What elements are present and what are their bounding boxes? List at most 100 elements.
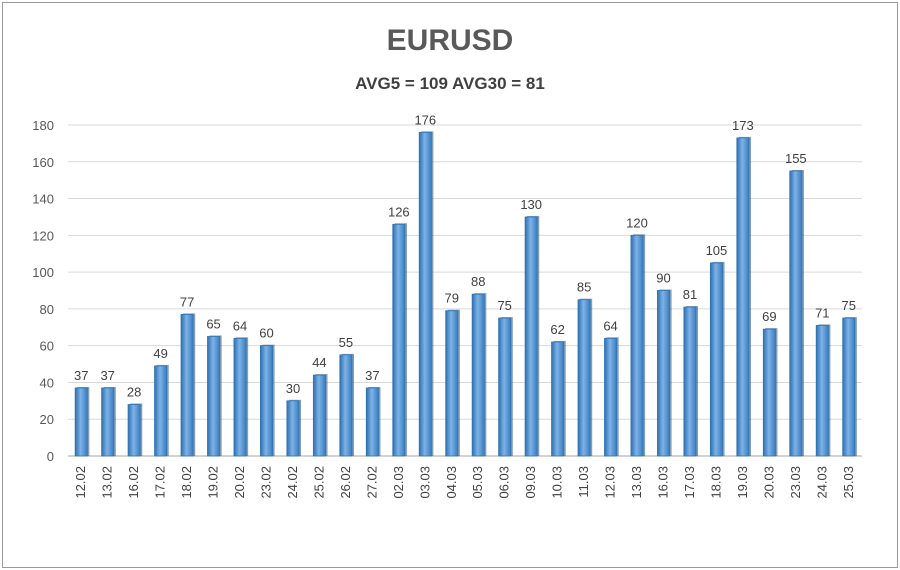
bar-06.03	[498, 317, 512, 457]
data-label: 71	[815, 305, 829, 320]
x-tick-label: 18.02	[179, 466, 194, 499]
bar-12.03	[604, 337, 618, 457]
data-label: 88	[471, 274, 485, 289]
x-tick-label: 19.02	[206, 466, 221, 499]
y-tick-label: 120	[32, 228, 54, 243]
y-tick-label: 0	[47, 449, 54, 464]
y-tick-label: 60	[40, 339, 54, 354]
x-tick-label: 26.02	[338, 466, 353, 499]
y-tick-label: 100	[32, 265, 54, 280]
data-label: 49	[153, 346, 167, 361]
bar-02.03	[392, 223, 406, 457]
data-label: 77	[180, 294, 194, 309]
bar-23.03	[789, 170, 803, 457]
y-tick-label: 160	[32, 155, 54, 170]
data-label: 30	[286, 381, 300, 396]
x-tick-label: 25.03	[841, 466, 856, 499]
data-label: 62	[550, 322, 564, 337]
x-tick-label: 24.02	[285, 466, 300, 499]
chart-title: EURUSD	[386, 24, 514, 57]
x-tick-label: 10.03	[550, 466, 565, 499]
x-tick-label: 16.03	[656, 466, 671, 499]
x-tick-label: 11.03	[576, 466, 591, 498]
data-label: 75	[842, 298, 856, 313]
data-label: 79	[445, 291, 459, 306]
x-tick-label: 17.02	[153, 466, 168, 499]
data-label: 90	[656, 271, 670, 286]
data-label: 37	[100, 368, 114, 383]
x-tick-label: 18.03	[708, 466, 723, 499]
bar-18.03	[709, 262, 723, 457]
bar-20.02	[233, 337, 247, 457]
bar-20.03	[762, 328, 776, 457]
x-tick-label: 13.02	[100, 466, 115, 499]
data-label: 65	[206, 316, 220, 331]
data-label: 37	[74, 368, 88, 383]
data-label: 126	[388, 204, 410, 219]
bar-16.03	[657, 290, 670, 457]
y-axis-tick-labels: 0 20 40 60 80 100 120 140 160 180	[32, 118, 54, 464]
bar-12.02	[74, 387, 88, 457]
data-label: 37	[365, 368, 379, 383]
x-tick-label: 13.03	[629, 466, 644, 499]
data-label: 176	[414, 112, 436, 127]
y-tick-label: 20	[40, 412, 54, 427]
x-tick-label: 03.03	[417, 466, 432, 499]
data-label: 155	[785, 151, 807, 166]
bar-24.02	[286, 400, 300, 457]
bar-17.03	[683, 306, 697, 457]
bar-13.02	[101, 387, 115, 457]
chart-subtitle: AVG5 = 109 AVG30 = 81	[355, 74, 545, 93]
bars	[74, 131, 857, 457]
bar-03.03	[418, 131, 432, 457]
y-tick-label: 140	[32, 192, 54, 207]
x-tick-label: 25.02	[311, 466, 326, 499]
bar-09.03	[524, 216, 538, 457]
bar-25.03	[842, 317, 856, 457]
bar-04.03	[445, 310, 459, 457]
data-label: 81	[683, 287, 697, 302]
x-tick-label: 09.03	[523, 466, 538, 499]
data-labels: 37 37 28 49 77 65 64 60 30 44 55 37 126 176 79 88 75 130 6…	[74, 112, 856, 399]
bar-13.03	[630, 234, 644, 457]
x-tick-label: 20.03	[761, 466, 776, 499]
x-tick-label: 12.02	[73, 466, 88, 499]
data-label: 130	[520, 197, 542, 212]
x-tick-label: 16.02	[126, 466, 141, 499]
x-tick-label: 12.03	[603, 466, 618, 499]
gridlines	[68, 124, 862, 457]
x-tick-label: 23.03	[788, 466, 803, 499]
x-tick-label: 02.03	[391, 466, 406, 499]
bar-05.03	[471, 293, 485, 457]
x-tick-label: 20.02	[232, 466, 247, 499]
bar-19.03	[736, 137, 750, 457]
bar-24.03	[815, 325, 829, 457]
x-tick-label: 19.03	[735, 466, 750, 499]
x-tick-label: 27.02	[364, 466, 379, 499]
y-tick-label: 80	[40, 302, 54, 317]
bar-11.03	[577, 299, 591, 457]
y-tick-label: 180	[32, 118, 54, 133]
data-label: 28	[127, 385, 141, 400]
data-label: 75	[497, 298, 511, 313]
bar-26.02	[339, 354, 353, 457]
x-tick-label: 23.02	[259, 466, 274, 499]
x-axis-tick-labels: 12.02 13.02 16.02 17.02 18.02 19.02 20.02 23.02…	[73, 466, 856, 499]
data-label: 85	[577, 280, 591, 295]
x-tick-label: 17.03	[682, 466, 697, 499]
x-tick-label: 24.03	[814, 466, 829, 499]
data-label: 60	[259, 326, 273, 341]
bar-16.02	[127, 404, 141, 457]
x-tick-label: 06.03	[497, 466, 512, 499]
bar-10.03	[551, 341, 565, 457]
x-tick-label: 05.03	[470, 466, 485, 499]
data-label: 55	[339, 335, 353, 350]
data-label: 105	[706, 243, 728, 258]
bar-27.02	[365, 387, 379, 457]
bar-17.02	[154, 365, 168, 457]
y-tick-label: 40	[40, 375, 54, 390]
bar-25.02	[312, 374, 326, 457]
data-label: 69	[762, 309, 776, 324]
data-label: 64	[233, 318, 247, 333]
